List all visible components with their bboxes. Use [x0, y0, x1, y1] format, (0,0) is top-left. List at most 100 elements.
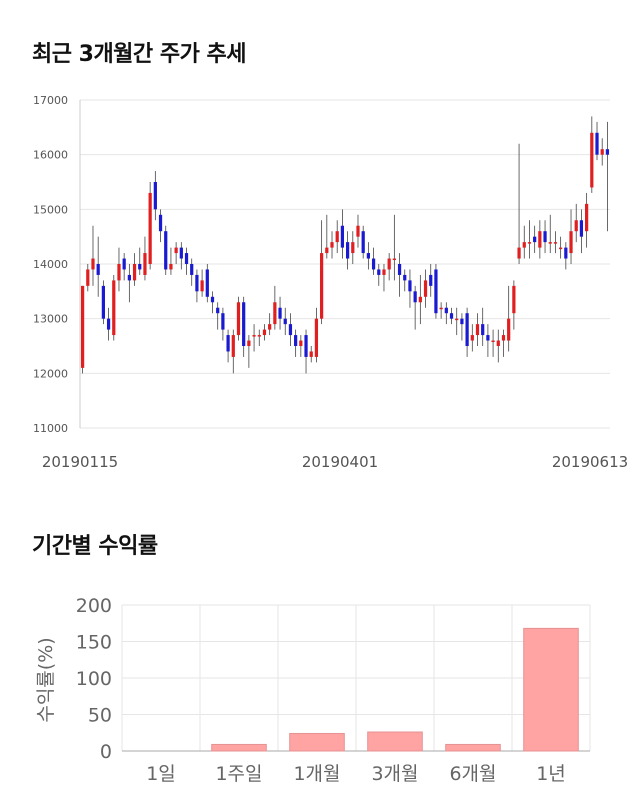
returns-gridlines: [121, 604, 591, 752]
candle-up: [174, 247, 178, 254]
price-y-tick-label: 14000: [33, 258, 68, 271]
returns-x-tick-label: 6개월: [449, 763, 496, 785]
price-y-tick-label: 17000: [33, 94, 68, 107]
candle-down: [221, 313, 225, 330]
candle-down: [486, 335, 490, 341]
candle-up: [522, 242, 526, 248]
candle-up: [148, 192, 152, 264]
candle-down: [101, 285, 105, 319]
candle-down: [153, 182, 157, 210]
candle-down: [371, 258, 376, 270]
candle-down: [216, 307, 220, 314]
candle-up: [330, 242, 334, 248]
candle-down: [429, 274, 433, 286]
candle-up: [314, 318, 319, 357]
returns-y-tick-label: 200: [76, 595, 112, 617]
candle-up: [423, 280, 428, 297]
candle-down: [122, 258, 126, 270]
candle-up: [574, 220, 578, 232]
candle-up: [553, 242, 558, 244]
candle-down: [564, 247, 568, 259]
candle-up: [590, 132, 594, 188]
candle-up: [585, 203, 589, 232]
price-candles: [80, 116, 610, 374]
candle-up: [169, 264, 173, 270]
candle-down: [127, 274, 131, 281]
candle-down: [226, 335, 230, 352]
candle-up: [117, 264, 121, 281]
candle-down: [184, 253, 189, 264]
candle-down: [138, 264, 142, 270]
returns-x-tick-label: 1일: [146, 763, 176, 785]
candle-up: [501, 335, 506, 341]
price-x-tick-label: 20190401: [302, 453, 378, 471]
returns-bar: [289, 732, 345, 752]
candle-down: [195, 274, 199, 292]
candle-up: [512, 285, 516, 314]
price-x-tick-label: 20190613: [552, 453, 628, 471]
candle-down: [449, 313, 454, 319]
price-gridlines: [79, 99, 610, 429]
candle-down: [413, 291, 417, 303]
candle-down: [434, 269, 438, 314]
candle-up: [517, 247, 521, 259]
candle-up: [470, 335, 474, 341]
candle-up: [418, 296, 422, 303]
returns-title: 기간별 수익률: [32, 534, 158, 559]
candle-up: [257, 335, 261, 337]
candle-up: [309, 351, 313, 357]
price-y-tick-label: 12000: [33, 367, 68, 380]
candle-up: [387, 258, 391, 270]
returns-bar: [523, 627, 579, 752]
candle-down: [481, 324, 485, 336]
candle-up: [80, 285, 85, 368]
candle-down: [190, 264, 194, 275]
price-x-tick-label: 20190115: [42, 453, 118, 471]
returns-y-tick-label: 0: [100, 741, 112, 763]
candle-up: [320, 253, 324, 319]
candle-up: [132, 264, 137, 281]
candle-up: [382, 269, 386, 275]
returns-bars: [211, 627, 579, 752]
candle-down: [278, 307, 282, 319]
candle-up: [231, 335, 235, 357]
candle-down: [288, 324, 293, 336]
candle-up: [538, 231, 542, 248]
candle-down: [543, 231, 547, 243]
price-y-tick-label: 16000: [33, 149, 68, 162]
returns-bar: [445, 743, 501, 752]
price-y-tick-label: 13000: [33, 313, 68, 326]
candle-down: [579, 220, 584, 237]
price-x-ticks: 20190115 20190401 20190613: [42, 453, 628, 471]
candle-up: [268, 324, 272, 330]
candle-up: [439, 307, 443, 310]
candle-up: [569, 231, 573, 254]
candle-down: [605, 149, 610, 155]
candle-up: [247, 340, 251, 346]
candle-up: [299, 340, 303, 346]
candle-up: [600, 149, 604, 155]
candle-up: [112, 280, 116, 336]
returns-y-tick-label: 50: [88, 705, 112, 727]
candle-down: [210, 296, 215, 303]
returns-x-tick-label: 1년: [536, 763, 566, 785]
returns-y-ticks: 200 150 100 50 0: [76, 595, 112, 763]
candle-down: [403, 274, 407, 281]
price-trend-title: 최근 3개월간 주가 추세: [32, 42, 246, 67]
candle-down: [304, 335, 308, 357]
returns-bar: [211, 743, 267, 752]
candle-down: [345, 242, 350, 259]
candle-up: [496, 340, 500, 346]
candle-down: [397, 264, 402, 275]
candle-up: [335, 231, 339, 243]
candle-up: [252, 335, 256, 337]
candle-down: [465, 313, 469, 346]
candle-up: [91, 258, 95, 270]
candle-down: [164, 231, 168, 270]
returns-x-tick-label: 3개월: [371, 763, 418, 785]
candle-up: [351, 242, 355, 254]
candle-up: [455, 318, 459, 321]
candle-down: [595, 132, 599, 155]
candle-down: [96, 264, 100, 275]
